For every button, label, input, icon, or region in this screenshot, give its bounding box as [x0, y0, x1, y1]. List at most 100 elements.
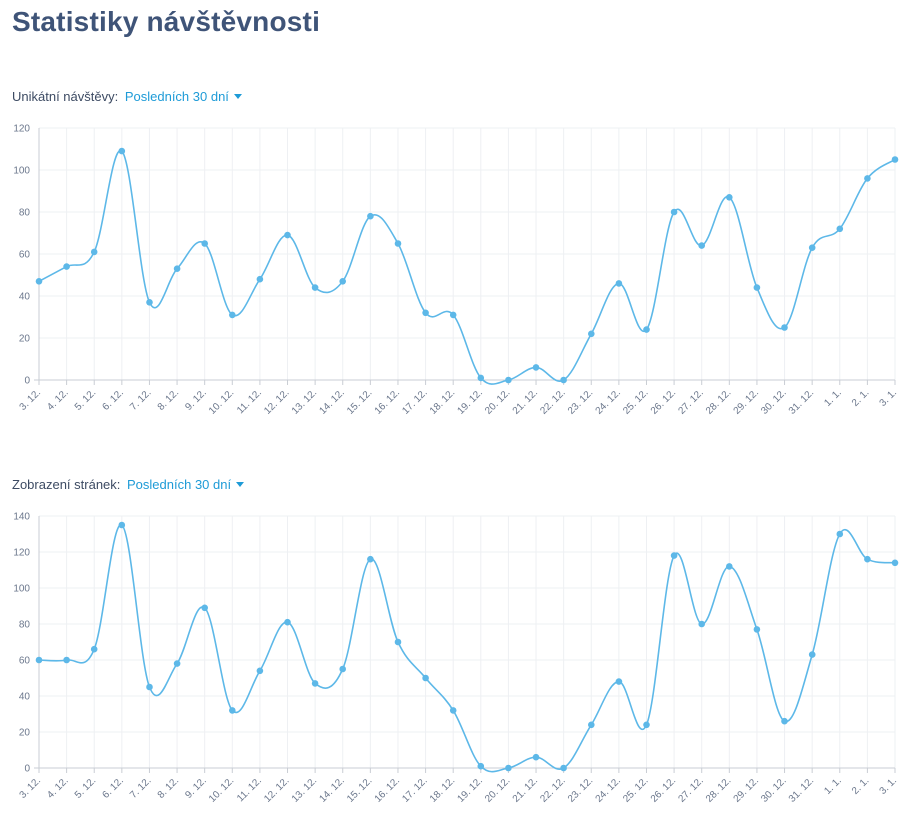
x-tick-label: 18. 12. [428, 387, 457, 416]
x-tick-label: 21. 12. [511, 387, 540, 416]
x-tick-label: 21. 12. [511, 775, 540, 804]
x-tick-label: 6. 12. [100, 387, 125, 412]
data-point[interactable] [284, 618, 291, 626]
y-tick-label: 80 [19, 620, 31, 631]
x-tick-label: 19. 12. [456, 387, 485, 416]
data-point[interactable] [698, 620, 705, 628]
x-tick-label: 9. 12. [183, 775, 208, 800]
data-point[interactable] [367, 555, 374, 563]
x-tick-label: 9. 12. [183, 387, 208, 412]
data-point[interactable] [532, 364, 540, 371]
data-point[interactable] [726, 194, 733, 201]
data-point[interactable] [394, 240, 402, 247]
x-tick-label: 2. 1. [850, 775, 872, 797]
data-point[interactable] [670, 552, 678, 559]
data-point[interactable] [864, 175, 871, 182]
data-point[interactable] [643, 721, 650, 729]
data-point[interactable] [891, 156, 899, 163]
x-tick-label: 13. 12. [290, 775, 319, 804]
data-point[interactable] [643, 326, 650, 333]
data-point[interactable] [146, 299, 153, 306]
data-point[interactable] [449, 707, 457, 714]
data-point[interactable] [63, 656, 70, 664]
data-point[interactable] [229, 707, 236, 714]
data-point[interactable] [311, 284, 319, 291]
x-tick-label: 15. 12. [345, 387, 374, 416]
x-tick-label: 16. 12. [373, 387, 402, 416]
x-tick-label: 5. 12. [73, 775, 98, 800]
x-tick-label: 5. 12. [73, 387, 98, 412]
data-point[interactable] [505, 376, 512, 384]
data-point[interactable] [173, 660, 181, 667]
x-tick-label: 31. 12. [787, 387, 816, 416]
data-point[interactable] [808, 651, 816, 658]
data-point[interactable] [229, 311, 236, 319]
x-tick-label: 4. 12. [45, 387, 70, 412]
data-point[interactable] [753, 284, 761, 291]
data-point[interactable] [670, 208, 678, 216]
data-point[interactable] [367, 212, 374, 220]
data-point[interactable] [560, 376, 567, 384]
x-tick-label: 22. 12. [538, 775, 567, 804]
data-point[interactable] [90, 645, 98, 653]
data-point[interactable] [477, 374, 485, 382]
x-tick-label: 11. 12. [235, 387, 264, 416]
data-point[interactable] [339, 278, 347, 285]
data-point[interactable] [284, 231, 291, 239]
data-point[interactable] [422, 309, 429, 317]
data-point[interactable] [339, 665, 347, 673]
range-dropdown-label: Posledních 30 dní [127, 477, 232, 492]
data-point[interactable] [753, 626, 761, 633]
data-point[interactable] [173, 265, 181, 272]
x-tick-label: 26. 12. [649, 775, 678, 804]
data-point[interactable] [201, 604, 208, 612]
data-point[interactable] [118, 147, 126, 155]
range-dropdown-label: Posledních 30 dní [124, 89, 229, 104]
grid [38, 515, 896, 769]
data-point[interactable] [118, 521, 126, 529]
page-views-range-dropdown[interactable]: Posledních 30 dní [127, 477, 245, 492]
data-point[interactable] [781, 717, 788, 725]
data-point[interactable] [146, 683, 153, 691]
y-tick-label: 0 [24, 376, 30, 387]
unique-visits-range-dropdown[interactable]: Posledních 30 dní [125, 89, 242, 104]
data-point[interactable] [588, 721, 595, 729]
x-tick-label: 12. 12. [262, 387, 291, 416]
data-point[interactable] [615, 280, 623, 287]
data-point[interactable] [505, 764, 512, 772]
data-point[interactable] [560, 764, 567, 772]
y-tick-label: 140 [13, 512, 30, 523]
x-tick-label: 25. 12. [621, 387, 650, 416]
data-point[interactable] [588, 330, 595, 338]
page-views-header: Zobrazení stránek: Posledních 30 dní [12, 477, 245, 492]
data-point[interactable] [836, 530, 844, 538]
y-tick-label: 120 [13, 548, 30, 559]
data-point[interactable] [35, 278, 43, 285]
data-point[interactable] [781, 324, 788, 331]
data-point[interactable] [449, 311, 457, 319]
data-point[interactable] [256, 667, 264, 675]
data-point[interactable] [836, 225, 844, 233]
data-point[interactable] [311, 680, 319, 687]
data-point[interactable] [864, 555, 871, 563]
data-point[interactable] [35, 656, 43, 664]
grid [38, 127, 896, 381]
y-tick-label: 60 [19, 656, 31, 667]
data-point[interactable] [90, 248, 98, 256]
data-point[interactable] [256, 275, 264, 283]
y-tick-label: 40 [19, 692, 31, 703]
data-point[interactable] [808, 244, 816, 251]
data-point[interactable] [422, 674, 429, 682]
data-point[interactable] [698, 242, 705, 249]
data-point[interactable] [532, 753, 540, 761]
data-point[interactable] [63, 263, 70, 270]
y-tick-label: 40 [19, 292, 31, 303]
data-point[interactable] [615, 678, 623, 685]
x-tick-label: 4. 12. [45, 775, 70, 800]
data-point[interactable] [201, 240, 208, 247]
y-tick-label: 20 [19, 728, 31, 739]
data-point[interactable] [394, 638, 402, 646]
data-point[interactable] [726, 563, 733, 570]
data-point[interactable] [891, 559, 899, 567]
data-point[interactable] [477, 762, 485, 770]
